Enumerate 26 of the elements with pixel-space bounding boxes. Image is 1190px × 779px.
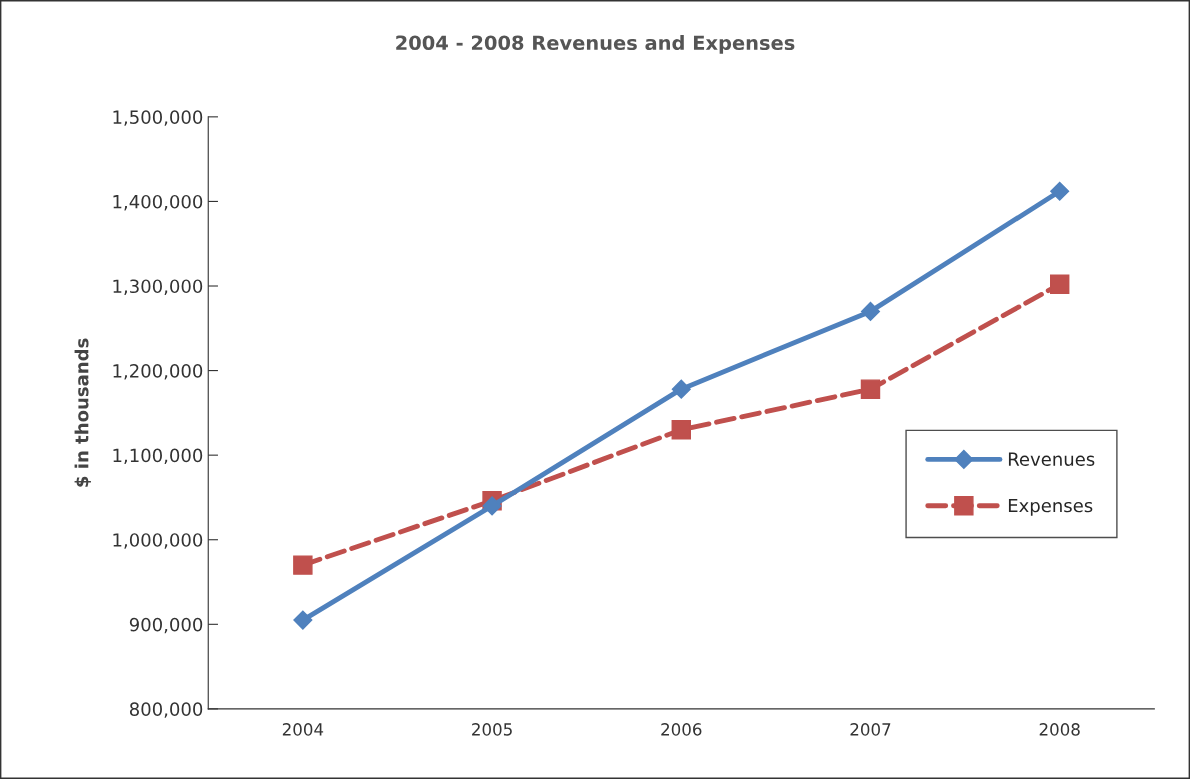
- point: [671, 420, 691, 440]
- y-tick-label: 1,500,000: [113, 110, 203, 126]
- y-axis-title: $ in thousands: [74, 338, 91, 487]
- y-tick-label: 1,300,000: [113, 279, 203, 295]
- point: [293, 610, 313, 630]
- point: [482, 496, 502, 516]
- y-tick-label: 900,000: [129, 617, 203, 634]
- x-tick-label: 2008: [1039, 723, 1080, 736]
- y-tick-label: 1,400,000: [113, 194, 203, 211]
- point: [1049, 274, 1070, 295]
- x-tick-label: 2004: [282, 723, 324, 736]
- point: [1050, 181, 1070, 201]
- y-tick-label: 1,000,000: [113, 533, 203, 549]
- x-tick-label: 2007: [850, 723, 891, 736]
- chart-title: 2004 - 2008 Revenues and Expenses: [396, 35, 795, 54]
- y-tick-label: 1,100,000: [113, 448, 203, 465]
- legend-label: Expenses: [1008, 498, 1093, 516]
- point: [671, 379, 691, 399]
- legend-label: Revenues: [1008, 452, 1095, 466]
- y-tick-label: 800,000: [129, 702, 203, 718]
- point: [860, 379, 881, 399]
- x-tick-label: 2005: [472, 723, 512, 736]
- x-tick-label: 2006: [661, 723, 702, 736]
- point: [860, 301, 881, 321]
- point: [293, 555, 313, 575]
- y-tick-label: 1,200,000: [113, 364, 203, 380]
